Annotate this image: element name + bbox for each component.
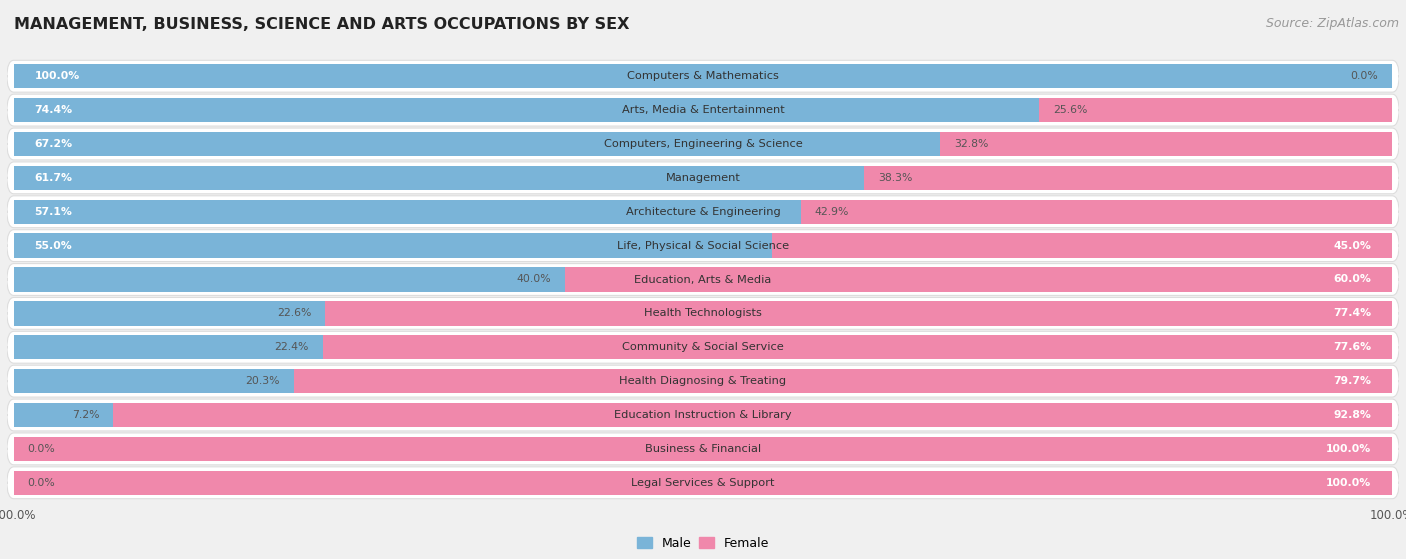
- Text: 0.0%: 0.0%: [1351, 71, 1378, 81]
- Text: 100.0%: 100.0%: [1326, 478, 1371, 488]
- Bar: [294, 369, 1392, 394]
- Text: 77.4%: 77.4%: [1333, 309, 1371, 319]
- FancyBboxPatch shape: [7, 60, 1399, 92]
- Bar: [1039, 98, 1392, 122]
- Bar: [14, 267, 565, 292]
- Bar: [865, 165, 1392, 190]
- Text: Computers & Mathematics: Computers & Mathematics: [627, 71, 779, 81]
- FancyBboxPatch shape: [7, 331, 1399, 363]
- Bar: [14, 200, 801, 224]
- Bar: [14, 335, 322, 359]
- Text: Education Instruction & Library: Education Instruction & Library: [614, 410, 792, 420]
- Text: 61.7%: 61.7%: [35, 173, 73, 183]
- Bar: [14, 132, 941, 156]
- Bar: [322, 335, 1392, 359]
- FancyBboxPatch shape: [7, 433, 1399, 465]
- FancyBboxPatch shape: [7, 230, 1399, 262]
- Text: 0.0%: 0.0%: [28, 478, 55, 488]
- Bar: [565, 267, 1392, 292]
- Bar: [14, 234, 772, 258]
- Text: 22.6%: 22.6%: [277, 309, 312, 319]
- Text: 55.0%: 55.0%: [35, 240, 72, 250]
- Text: 67.2%: 67.2%: [35, 139, 73, 149]
- Bar: [14, 437, 1392, 461]
- FancyBboxPatch shape: [7, 264, 1399, 295]
- Text: 25.6%: 25.6%: [1053, 105, 1087, 115]
- Bar: [325, 301, 1392, 325]
- Bar: [14, 369, 294, 394]
- Text: Management: Management: [665, 173, 741, 183]
- FancyBboxPatch shape: [7, 297, 1399, 329]
- Text: Health Technologists: Health Technologists: [644, 309, 762, 319]
- Bar: [14, 165, 865, 190]
- Bar: [941, 132, 1392, 156]
- Text: 57.1%: 57.1%: [35, 207, 73, 217]
- Text: 74.4%: 74.4%: [35, 105, 73, 115]
- Text: 20.3%: 20.3%: [246, 376, 280, 386]
- FancyBboxPatch shape: [7, 399, 1399, 431]
- Text: 77.6%: 77.6%: [1333, 342, 1371, 352]
- Text: 42.9%: 42.9%: [814, 207, 849, 217]
- Bar: [112, 403, 1392, 427]
- Text: 22.4%: 22.4%: [274, 342, 309, 352]
- Bar: [14, 64, 1392, 88]
- Text: 100.0%: 100.0%: [35, 71, 80, 81]
- Text: Business & Financial: Business & Financial: [645, 444, 761, 454]
- Text: 45.0%: 45.0%: [1333, 240, 1371, 250]
- Text: 0.0%: 0.0%: [28, 444, 55, 454]
- Text: Arts, Media & Entertainment: Arts, Media & Entertainment: [621, 105, 785, 115]
- Text: Legal Services & Support: Legal Services & Support: [631, 478, 775, 488]
- FancyBboxPatch shape: [7, 128, 1399, 160]
- FancyBboxPatch shape: [7, 365, 1399, 397]
- FancyBboxPatch shape: [7, 196, 1399, 228]
- FancyBboxPatch shape: [7, 162, 1399, 194]
- Bar: [801, 200, 1392, 224]
- Text: Computers, Engineering & Science: Computers, Engineering & Science: [603, 139, 803, 149]
- Bar: [14, 471, 1392, 495]
- Text: 40.0%: 40.0%: [517, 274, 551, 285]
- Text: 7.2%: 7.2%: [72, 410, 100, 420]
- Text: 79.7%: 79.7%: [1333, 376, 1371, 386]
- Legend: Male, Female: Male, Female: [631, 532, 775, 555]
- Text: Health Diagnosing & Treating: Health Diagnosing & Treating: [620, 376, 786, 386]
- Text: MANAGEMENT, BUSINESS, SCIENCE AND ARTS OCCUPATIONS BY SEX: MANAGEMENT, BUSINESS, SCIENCE AND ARTS O…: [14, 17, 630, 32]
- Bar: [772, 234, 1392, 258]
- Text: Source: ZipAtlas.com: Source: ZipAtlas.com: [1265, 17, 1399, 30]
- Text: Architecture & Engineering: Architecture & Engineering: [626, 207, 780, 217]
- Text: 92.8%: 92.8%: [1333, 410, 1371, 420]
- Text: 60.0%: 60.0%: [1333, 274, 1371, 285]
- FancyBboxPatch shape: [7, 467, 1399, 499]
- Text: Life, Physical & Social Science: Life, Physical & Social Science: [617, 240, 789, 250]
- Text: 100.0%: 100.0%: [1326, 444, 1371, 454]
- Text: Community & Social Service: Community & Social Service: [621, 342, 785, 352]
- Bar: [14, 98, 1039, 122]
- Text: 32.8%: 32.8%: [953, 139, 988, 149]
- Text: Education, Arts & Media: Education, Arts & Media: [634, 274, 772, 285]
- FancyBboxPatch shape: [7, 94, 1399, 126]
- Text: 38.3%: 38.3%: [877, 173, 912, 183]
- Bar: [14, 403, 112, 427]
- Bar: [14, 301, 325, 325]
